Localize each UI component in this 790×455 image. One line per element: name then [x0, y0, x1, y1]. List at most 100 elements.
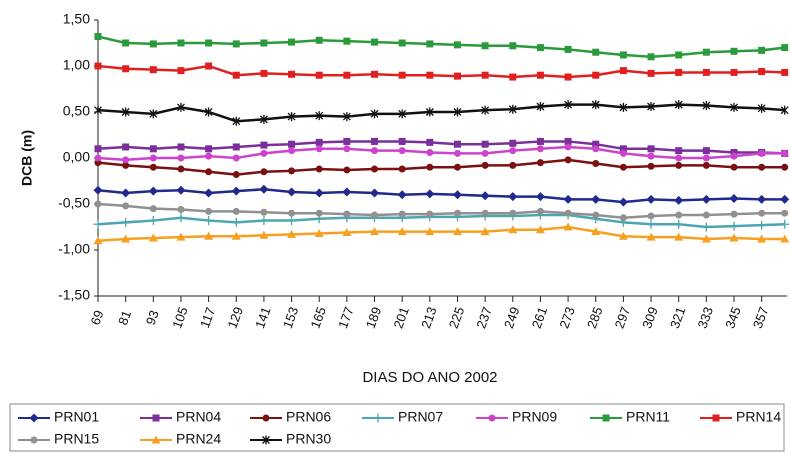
legend-marker: [262, 435, 270, 445]
legend-label: PRN15: [54, 431, 99, 447]
marker: [288, 209, 296, 217]
marker: [343, 137, 351, 145]
marker: [452, 227, 462, 236]
marker: [452, 190, 462, 200]
series-line: [97, 202, 785, 220]
x-tick-label: 105: [169, 305, 191, 331]
marker: [177, 67, 185, 75]
marker: [314, 228, 324, 237]
marker: [453, 140, 461, 148]
marker: [232, 171, 240, 179]
marker: [232, 207, 240, 215]
legend-label: PRN14: [736, 409, 781, 425]
marker: [702, 211, 710, 219]
marker: [122, 39, 130, 47]
marker: [481, 42, 489, 50]
marker: [148, 186, 158, 196]
x-tick-label: 237: [473, 305, 495, 331]
legend-marker: [712, 414, 720, 422]
series-line: [97, 140, 785, 155]
marker: [781, 44, 789, 52]
marker: [702, 101, 711, 111]
marker: [564, 45, 572, 53]
marker: [121, 217, 131, 227]
marker: [453, 149, 461, 157]
marker: [480, 191, 490, 201]
marker: [287, 216, 297, 226]
marker: [122, 65, 130, 73]
x-tick-label: 177: [335, 305, 357, 331]
series-line: [97, 158, 785, 176]
marker: [592, 211, 600, 219]
marker: [729, 233, 739, 242]
marker: [591, 100, 600, 110]
marker: [675, 147, 683, 155]
legend-label: PRN11: [626, 409, 670, 425]
marker: [315, 111, 324, 121]
marker: [758, 68, 766, 76]
marker: [205, 145, 213, 153]
marker: [508, 225, 518, 234]
y-tick-label: -1,50: [58, 287, 90, 303]
series: [94, 156, 789, 179]
marker: [619, 67, 627, 75]
marker: [647, 69, 655, 77]
marker: [702, 48, 710, 56]
marker: [758, 163, 766, 171]
marker: [148, 216, 158, 226]
x-tick-label: 213: [418, 305, 440, 331]
marker: [287, 112, 296, 122]
x-tick-label: 249: [501, 305, 523, 331]
marker: [149, 40, 157, 48]
marker: [371, 137, 379, 145]
marker: [343, 37, 351, 45]
marker: [343, 71, 351, 79]
marker: [398, 165, 406, 173]
marker: [94, 33, 102, 41]
marker: [701, 222, 711, 232]
marker: [758, 149, 766, 157]
marker: [176, 232, 186, 241]
marker: [674, 100, 683, 110]
marker: [619, 145, 627, 153]
marker: [509, 147, 517, 155]
marker: [177, 206, 185, 214]
legend-marker: [30, 436, 38, 444]
marker: [730, 102, 738, 112]
marker: [646, 232, 656, 241]
marker: [675, 51, 683, 59]
marker: [204, 107, 213, 117]
x-tick-label: 357: [750, 305, 772, 331]
marker: [176, 185, 186, 195]
marker: [288, 38, 296, 46]
marker: [646, 219, 656, 229]
marker: [780, 194, 790, 204]
marker: [149, 205, 157, 213]
marker: [535, 225, 545, 234]
series-line: [97, 225, 785, 243]
marker: [94, 105, 102, 115]
marker: [619, 51, 627, 59]
marker: [618, 231, 628, 240]
marker: [231, 186, 241, 196]
marker: [204, 188, 214, 198]
marker: [93, 219, 103, 229]
marker: [260, 39, 268, 47]
series: [94, 143, 789, 164]
marker: [94, 200, 102, 208]
marker: [592, 145, 600, 153]
marker: [592, 48, 600, 56]
x-tick-label: 297: [612, 305, 634, 331]
marker: [701, 234, 711, 243]
marker: [702, 147, 710, 155]
marker: [757, 194, 767, 204]
marker: [536, 159, 544, 167]
marker: [536, 71, 544, 79]
marker: [564, 137, 572, 145]
marker: [426, 163, 434, 171]
marker: [757, 103, 766, 113]
marker: [260, 168, 268, 176]
marker: [122, 161, 130, 169]
marker: [453, 163, 461, 171]
x-tick-label: 189: [363, 305, 385, 331]
